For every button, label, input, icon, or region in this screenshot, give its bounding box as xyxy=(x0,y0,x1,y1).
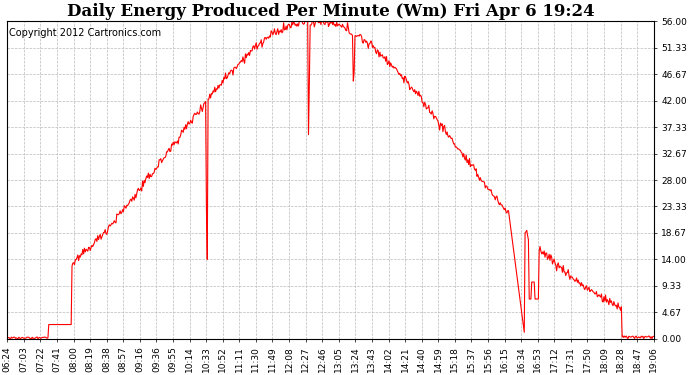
Title: Daily Energy Produced Per Minute (Wm) Fri Apr 6 19:24: Daily Energy Produced Per Minute (Wm) Fr… xyxy=(67,3,594,20)
Text: Copyright 2012 Cartronics.com: Copyright 2012 Cartronics.com xyxy=(8,28,161,38)
